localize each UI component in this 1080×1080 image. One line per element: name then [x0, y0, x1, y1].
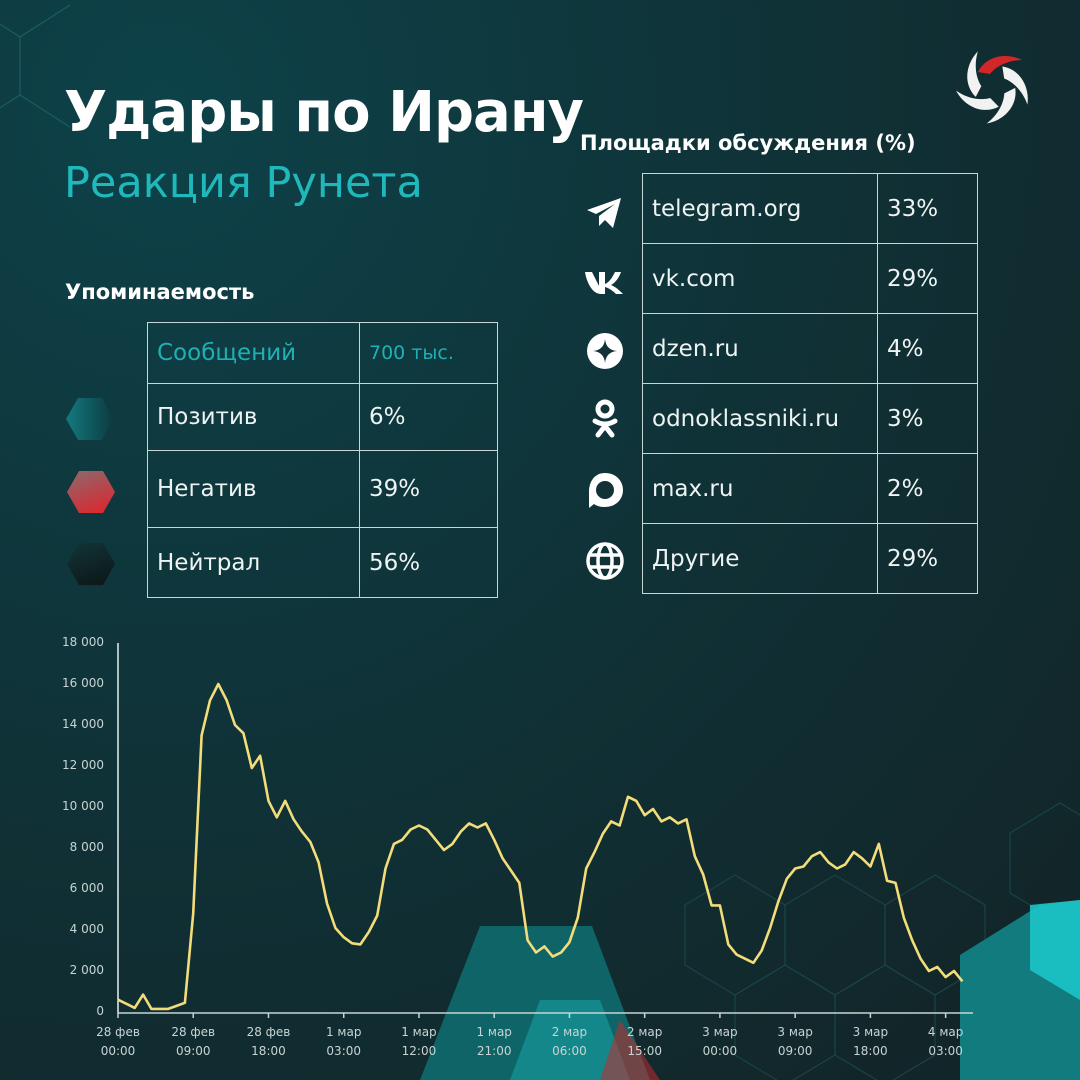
sentiment-label: Позитив: [147, 383, 360, 451]
y-tick-label: 14 000: [62, 717, 104, 731]
y-tick-label: 2 000: [69, 963, 104, 977]
globe-icon: [586, 542, 624, 580]
max-icon: [589, 473, 623, 508]
platform-name: telegram.org: [642, 173, 878, 244]
telegram-icon: [587, 198, 621, 228]
page-title: Удары по Ирану: [64, 80, 584, 145]
y-tick-label: 12 000: [62, 758, 104, 772]
sentiment-label: Нейтрал: [147, 527, 360, 598]
table-row: telegram.org 33%: [642, 173, 978, 244]
y-tick-label: 10 000: [62, 799, 104, 813]
x-tick-marks: [117, 1013, 947, 1018]
page-subtitle: Реакция Рунета: [64, 158, 423, 208]
vk-icon: [585, 272, 623, 294]
platform-share: 4%: [877, 313, 978, 384]
y-tick-label: 4 000: [69, 922, 104, 936]
platform-share: 33%: [877, 173, 978, 244]
x-tick-label: 28 фев 00:00: [96, 1025, 140, 1058]
odnoklassniki-icon: [592, 399, 618, 438]
sentiment-label: Негатив: [147, 450, 360, 528]
platform-share: 3%: [877, 383, 978, 454]
series-line: [117, 682, 964, 1011]
y-tick-label: 6 000: [69, 881, 104, 895]
x-tick-label: 3 мар 18:00: [852, 1025, 889, 1058]
messages-label: Сообщений: [147, 322, 360, 384]
table-row: Негатив 39%: [147, 450, 498, 528]
sentiment-value: 6%: [359, 383, 498, 451]
mentions-heading: Упоминаемость: [65, 280, 255, 304]
x-tick-label: 2 мар 15:00: [626, 1025, 663, 1058]
x-tick-label: 1 мар 21:00: [476, 1025, 512, 1058]
table-row: Позитив 6%: [147, 383, 498, 451]
platform-name: max.ru: [642, 453, 878, 524]
x-tick-label: 3 мар 09:00: [777, 1025, 813, 1058]
brand-logo-icon: [956, 51, 1028, 124]
y-tick-label: 0: [96, 1004, 104, 1018]
x-tick-label: 1 мар 03:00: [325, 1025, 362, 1058]
platform-share: 29%: [877, 523, 978, 594]
x-tick-label: 1 мар 12:00: [401, 1025, 437, 1058]
hexagon-red-icon: [67, 471, 115, 513]
table-row: Нейтрал 56%: [147, 527, 498, 598]
platforms-table: telegram.org 33% vk.com 29% dzen.ru 4% o…: [642, 173, 978, 594]
mentions-table: Сообщений 700 тыс. Позитив 6% Негатив 39…: [147, 322, 498, 598]
x-tick-label: 2 мар 06:00: [551, 1025, 588, 1058]
x-tick-label: 28 фев 18:00: [246, 1025, 291, 1058]
dzen-icon: [587, 333, 623, 369]
x-tick-label: 3 мар 00:00: [702, 1025, 738, 1058]
table-row: vk.com 29%: [642, 243, 978, 314]
x-tick-label: 28 фев 09:00: [171, 1025, 216, 1058]
sentiment-value: 39%: [359, 450, 498, 528]
hexagon-dark-icon: [67, 543, 115, 585]
platform-share: 29%: [877, 243, 978, 314]
table-row: Другие 29%: [642, 523, 978, 594]
messages-value: 700 тыс.: [359, 322, 498, 384]
y-tick-label: 16 000: [62, 676, 104, 690]
table-row: odnoklassniki.ru 3%: [642, 383, 978, 454]
y-tick-label: 18 000: [62, 635, 104, 649]
table-row: dzen.ru 4%: [642, 313, 978, 384]
y-tick-label: 8 000: [69, 840, 104, 854]
table-row: Сообщений 700 тыс.: [147, 322, 498, 384]
platforms-heading: Площадки обсуждения (%): [580, 131, 916, 155]
platform-share: 2%: [877, 453, 978, 524]
sentiment-value: 56%: [359, 527, 498, 598]
platform-name: odnoklassniki.ru: [642, 383, 878, 454]
x-tick-label: 4 мар 03:00: [927, 1025, 964, 1058]
hexagon-teal-icon: [66, 398, 114, 440]
table-row: max.ru 2%: [642, 453, 978, 524]
